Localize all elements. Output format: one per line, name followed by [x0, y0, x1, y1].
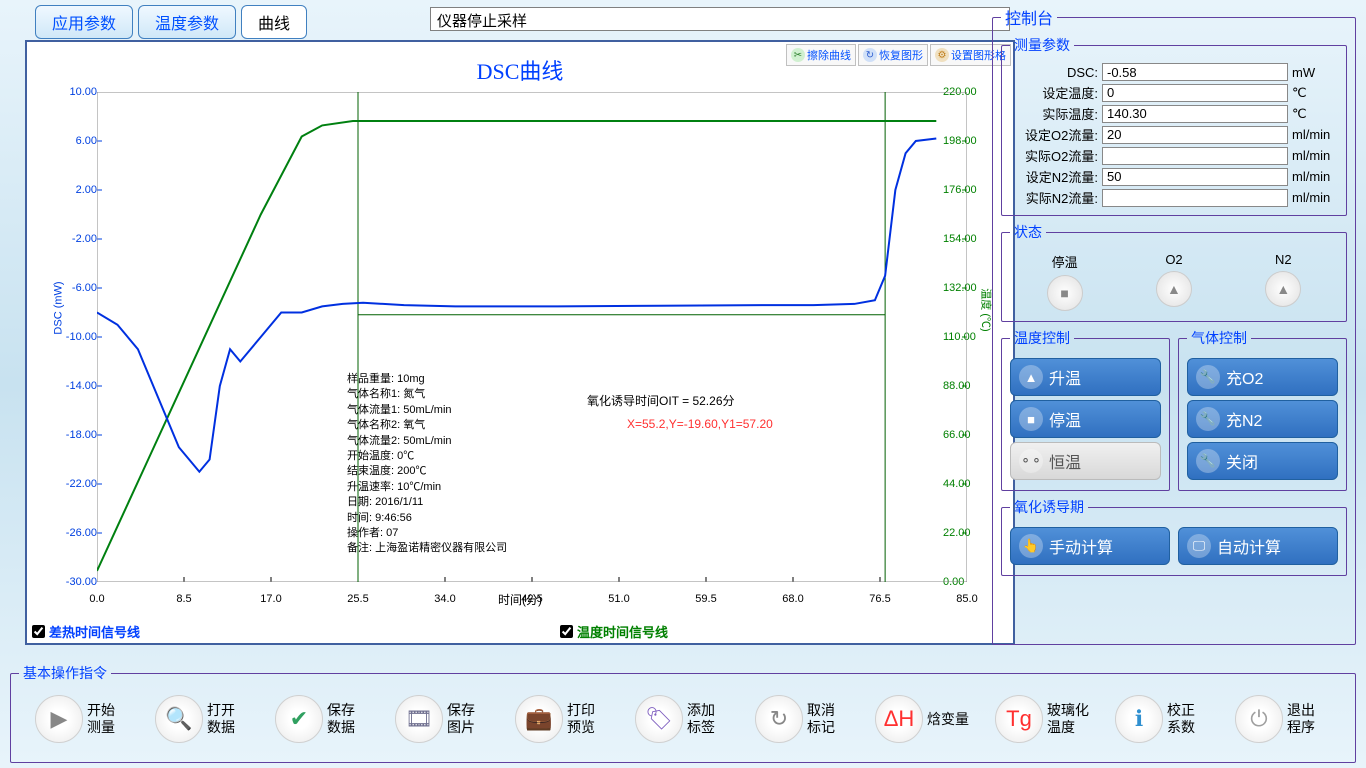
- cursor-coord-text: X=55.2,Y=-19.60,Y1=57.20: [627, 417, 773, 431]
- toolbar-item-4[interactable]: 💼打印预览: [515, 695, 611, 743]
- toolbar-label: 保存数据: [327, 702, 371, 736]
- status-indicator-0[interactable]: ■: [1047, 275, 1083, 311]
- status-bar: 仪器停止采样: [430, 7, 1010, 31]
- control-panel: 控制台 测量参数 DSC:mW设定温度:℃实际温度:℃设定O2流量:ml/min…: [992, 5, 1356, 645]
- toolbar-item-7[interactable]: ΔH焓变量: [875, 695, 971, 743]
- link-icon: ⚬⚬: [1019, 449, 1043, 473]
- toolbar-icon: 💼: [515, 695, 563, 743]
- param-input-2[interactable]: [1102, 105, 1288, 123]
- param-input-6[interactable]: [1102, 189, 1288, 207]
- toolbar-item-3[interactable]: 🎞保存图片: [395, 695, 491, 743]
- status-label: 停温: [1047, 252, 1083, 271]
- toolbar-item-0[interactable]: ▶开始测量: [35, 695, 131, 743]
- toolbar-label: 添加标签: [687, 702, 731, 736]
- chart-panel: ✂擦除曲线 ↻恢复图形 ⚙设置图形格 DSC曲线 DSC (mW) 温度 (℃)…: [25, 40, 1015, 645]
- param-input-5[interactable]: [1102, 168, 1288, 186]
- toolbar-label: 开始测量: [87, 702, 131, 736]
- toolbar-icon: ↻: [755, 695, 803, 743]
- temp-control: 温度控制 ▲升温 ■停温 ⚬⚬恒温: [1001, 328, 1170, 491]
- param-label: 设定O2流量:: [1010, 125, 1102, 144]
- toolbar-icon: 🔍: [155, 695, 203, 743]
- param-label: 设定温度:: [1010, 83, 1102, 102]
- hand-icon: 👆: [1019, 534, 1043, 558]
- toolbar-label: 打印预览: [567, 702, 611, 736]
- toolbar-label: 取消标记: [807, 702, 851, 736]
- param-unit: ℃: [1288, 106, 1338, 122]
- toolbar-icon: ⏻: [1235, 695, 1283, 743]
- toolbar-icon: 🎞: [395, 695, 443, 743]
- toolbar-label: 焓变量: [927, 711, 971, 728]
- param-label: DSC:: [1010, 65, 1102, 80]
- status-label: N2: [1265, 252, 1301, 267]
- toolbar-icon: Tg: [995, 695, 1043, 743]
- oit-result-text: 氧化诱导时间OIT = 52.26分: [587, 392, 735, 409]
- param-unit: ml/min: [1288, 127, 1338, 142]
- toolbar-item-1[interactable]: 🔍打开数据: [155, 695, 251, 743]
- toolbar-icon: ✔: [275, 695, 323, 743]
- chart-title: DSC曲线: [477, 54, 564, 86]
- restore-button[interactable]: ↻恢复图形: [858, 44, 928, 66]
- oit-panel: 氧化诱导期 👆手动计算 🖵自动计算: [1001, 497, 1347, 576]
- plot-area: [97, 92, 967, 582]
- measurement-params: 测量参数 DSC:mW设定温度:℃实际温度:℃设定O2流量:ml/min实际O2…: [1001, 35, 1347, 216]
- valve-icon: 🔧: [1196, 407, 1220, 431]
- param-unit: ml/min: [1288, 169, 1338, 184]
- up-icon: ▲: [1019, 365, 1043, 389]
- status-indicator-1[interactable]: ▲: [1156, 271, 1192, 307]
- toolbar-label: 打开数据: [207, 702, 251, 736]
- tab-temp-params[interactable]: 温度参数: [138, 5, 236, 39]
- manual-calc-button[interactable]: 👆手动计算: [1010, 527, 1170, 565]
- param-label: 设定N2流量:: [1010, 167, 1102, 186]
- temp-line-checkbox[interactable]: 温度时间信号线: [560, 622, 668, 641]
- param-label: 实际温度:: [1010, 104, 1102, 123]
- fill-n2-button[interactable]: 🔧充N2: [1187, 400, 1338, 438]
- auto-calc-button[interactable]: 🖵自动计算: [1178, 527, 1338, 565]
- param-label: 实际N2流量:: [1010, 188, 1102, 207]
- stop-temp-button[interactable]: ■停温: [1010, 400, 1161, 438]
- toolbar-icon: ΔH: [875, 695, 923, 743]
- toolbar-item-10[interactable]: ⏻退出程序: [1235, 695, 1331, 743]
- toolbar-item-5[interactable]: 🏷添加标签: [635, 695, 731, 743]
- erase-curve-button[interactable]: ✂擦除曲线: [786, 44, 856, 66]
- close-gas-button[interactable]: 🔧关闭: [1187, 442, 1338, 480]
- status-label: O2: [1156, 252, 1192, 267]
- toolbar-item-8[interactable]: Tg玻璃化温度: [995, 695, 1091, 743]
- toolbar-label: 玻璃化温度: [1047, 702, 1091, 736]
- valve-icon: 🔧: [1196, 449, 1220, 473]
- hold-temp-button[interactable]: ⚬⚬恒温: [1010, 442, 1161, 480]
- monitor-icon: 🖵: [1187, 534, 1211, 558]
- param-unit: ml/min: [1288, 148, 1338, 163]
- param-unit: ℃: [1288, 85, 1338, 101]
- param-unit: mW: [1288, 65, 1338, 80]
- toolbar-label: 保存图片: [447, 702, 491, 736]
- param-input-4[interactable]: [1102, 147, 1288, 165]
- toolbar-label: 校正系数: [1167, 702, 1211, 736]
- tab-curve[interactable]: 曲线: [241, 5, 307, 39]
- fill-o2-button[interactable]: 🔧充O2: [1187, 358, 1338, 396]
- toolbar-icon: 🏷: [635, 695, 683, 743]
- control-panel-title: 控制台: [1001, 5, 1057, 29]
- y-ticks-left: 10.006.002.00-2.00-6.00-10.00-14.00-18.0…: [52, 92, 97, 582]
- toolbar-icon: ▶: [35, 695, 83, 743]
- param-label: 实际O2流量:: [1010, 146, 1102, 165]
- toolbar-item-9[interactable]: ℹ校正系数: [1115, 695, 1211, 743]
- toolbar-label: 退出程序: [1287, 702, 1331, 736]
- toolbar-icon: ℹ: [1115, 695, 1163, 743]
- tab-app-params[interactable]: 应用参数: [35, 5, 133, 39]
- param-input-0[interactable]: [1102, 63, 1288, 81]
- param-input-1[interactable]: [1102, 84, 1288, 102]
- dsc-line-checkbox[interactable]: 差热时间信号线: [32, 622, 140, 641]
- toolbar-item-2[interactable]: ✔保存数据: [275, 695, 371, 743]
- sample-annotations: 样品重量: 10mg气体名称1: 氮气气体流量1: 50mL/min气体名称2:…: [347, 372, 507, 557]
- bottom-toolbar: 基本操作指令 ▶开始测量🔍打开数据✔保存数据🎞保存图片💼打印预览🏷添加标签↻取消…: [10, 663, 1356, 763]
- stop-icon: ■: [1019, 407, 1043, 431]
- gas-control: 气体控制 🔧充O2 🔧充N2 🔧关闭: [1178, 328, 1347, 491]
- param-unit: ml/min: [1288, 190, 1338, 205]
- valve-icon: 🔧: [1196, 365, 1220, 389]
- toolbar-item-6[interactable]: ↻取消标记: [755, 695, 851, 743]
- param-input-3[interactable]: [1102, 126, 1288, 144]
- status-panel: 状态 停温■O2▲N2▲: [1001, 222, 1347, 322]
- status-indicator-2[interactable]: ▲: [1265, 271, 1301, 307]
- heat-up-button[interactable]: ▲升温: [1010, 358, 1161, 396]
